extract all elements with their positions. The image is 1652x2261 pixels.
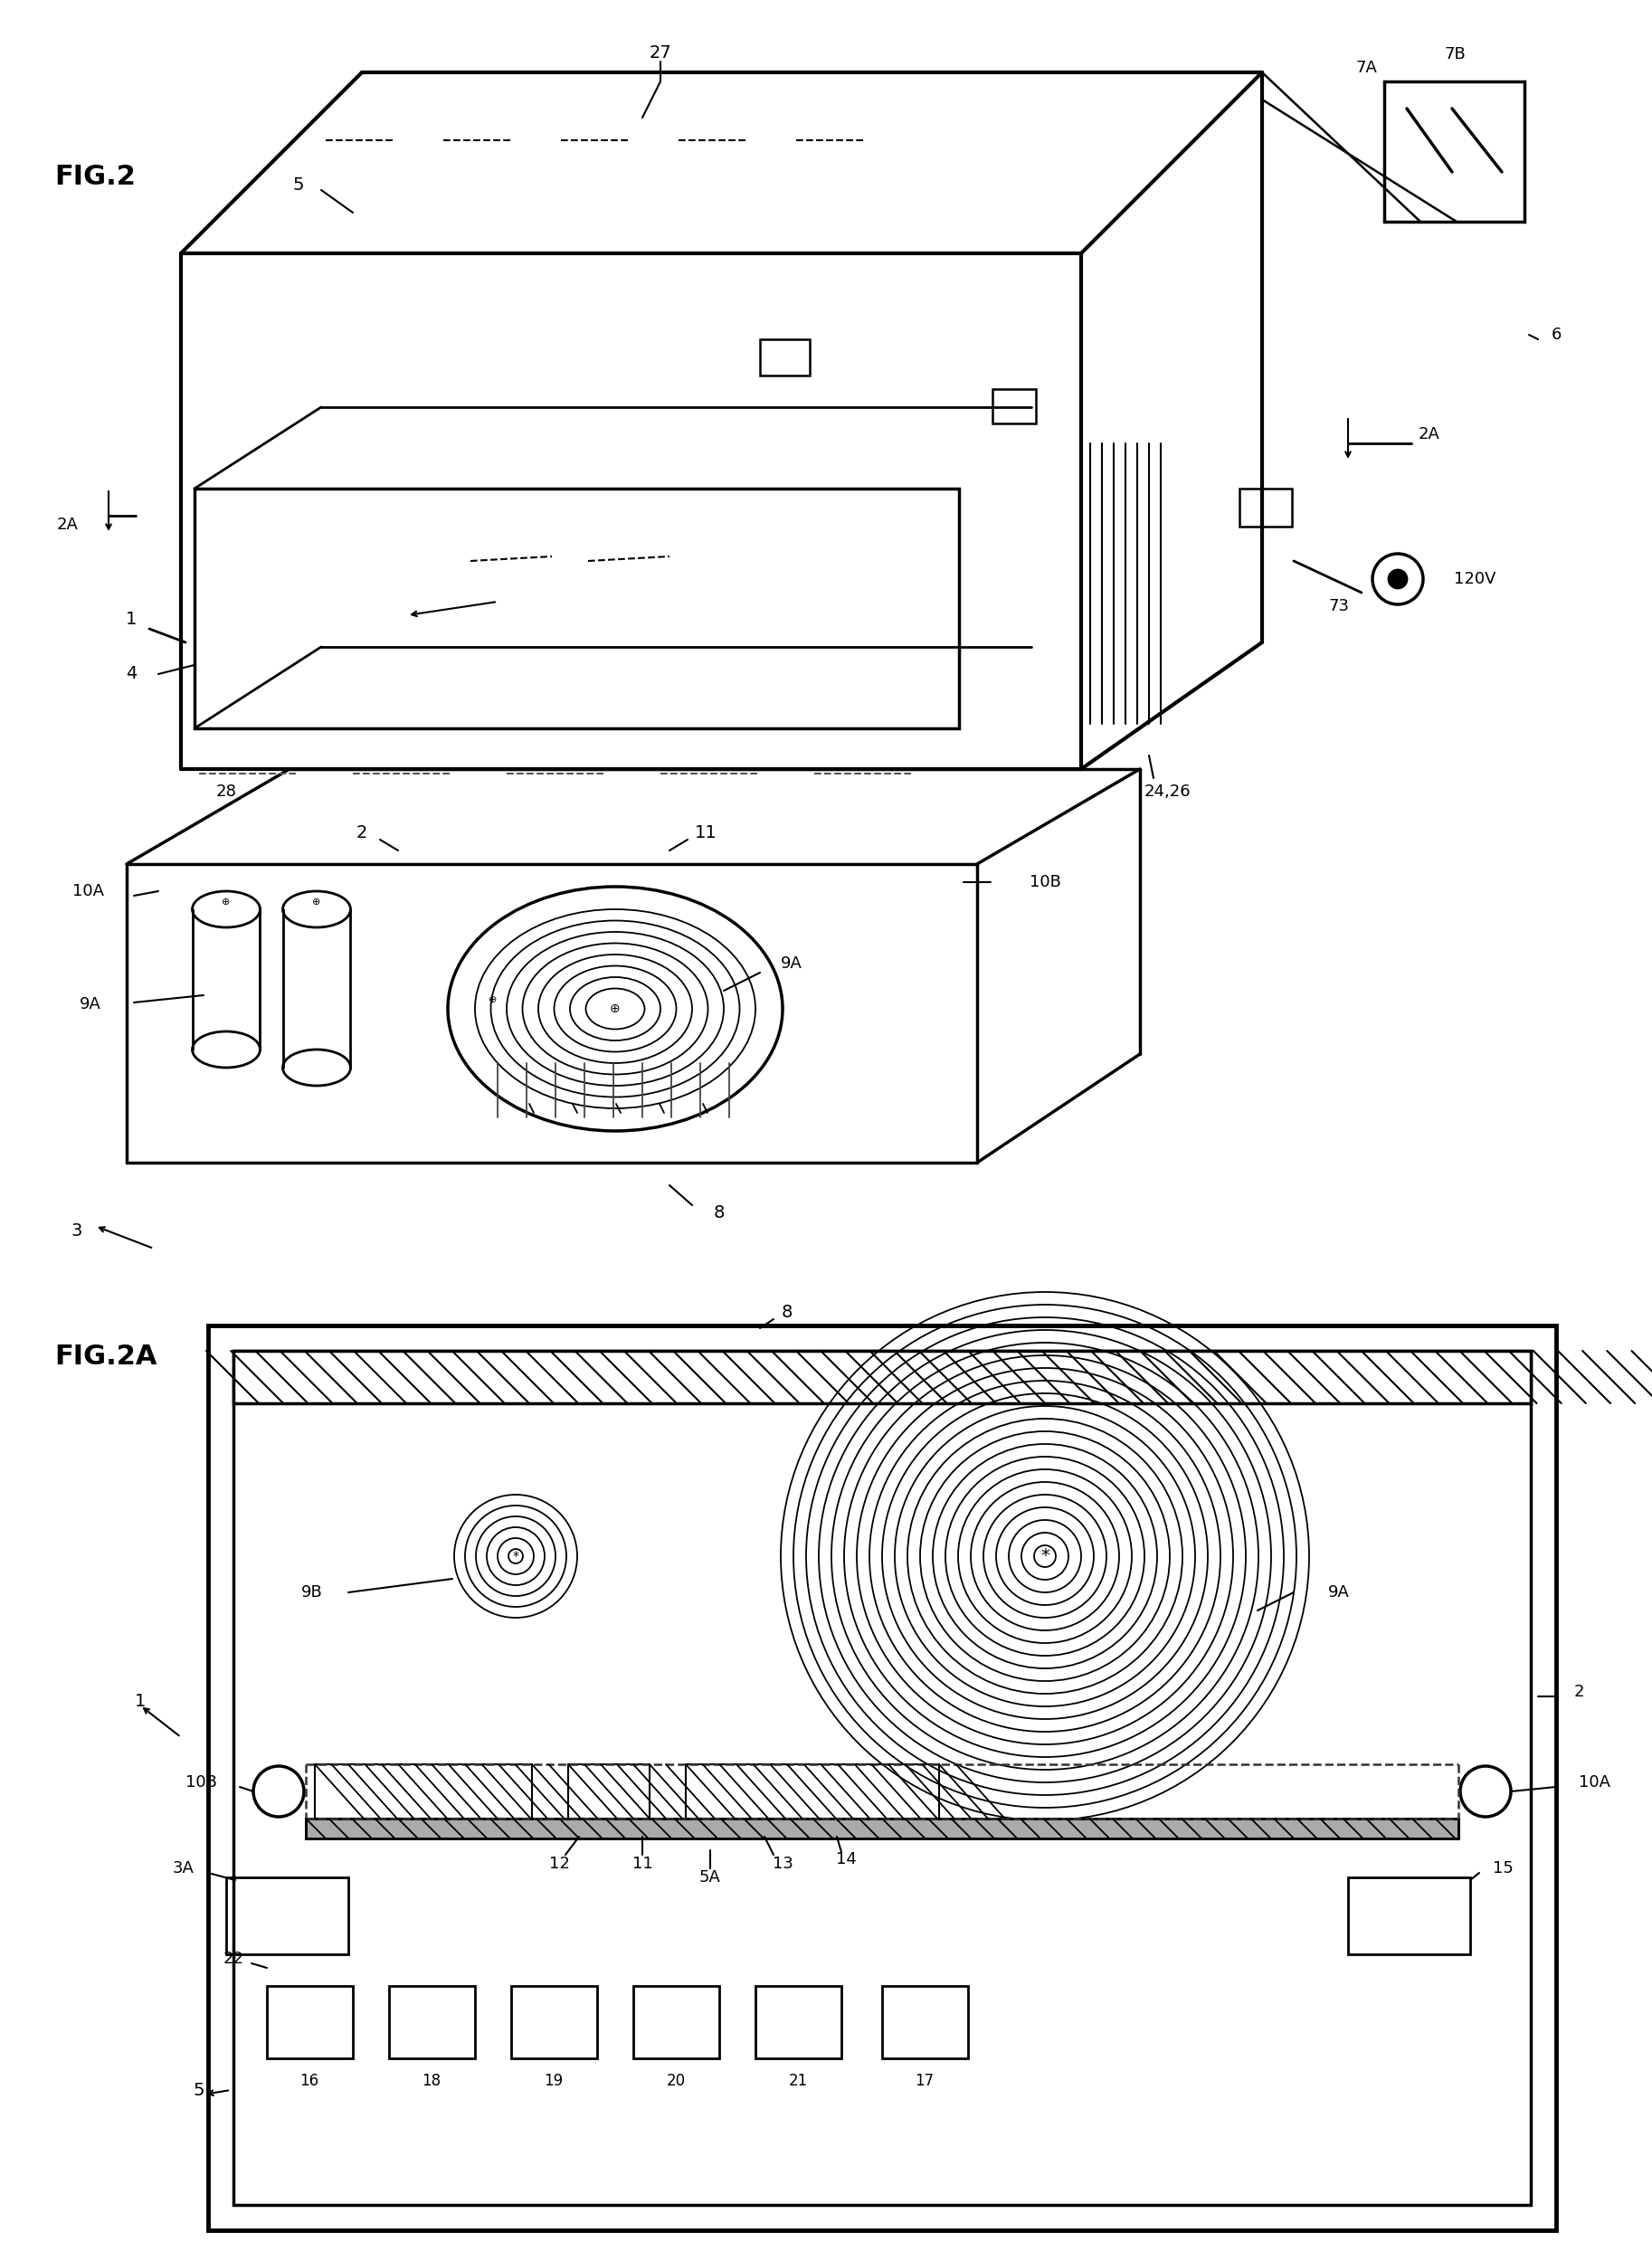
Text: 14: 14 <box>836 1852 856 1868</box>
Bar <box>633 1985 719 2058</box>
Text: 16: 16 <box>301 2073 319 2089</box>
Bar <box>388 1985 476 2058</box>
Bar <box>268 1985 354 2058</box>
Text: 11: 11 <box>694 823 717 841</box>
Text: 15: 15 <box>1493 1861 1513 1877</box>
Text: 17: 17 <box>915 2073 933 2089</box>
Text: 2A: 2A <box>1419 425 1441 443</box>
Text: 1: 1 <box>126 610 137 629</box>
Text: 20: 20 <box>666 2073 686 2089</box>
Text: 13: 13 <box>771 1856 793 1872</box>
Text: 73: 73 <box>1328 599 1350 615</box>
Text: 10B: 10B <box>1029 875 1061 891</box>
Bar <box>755 1985 841 2058</box>
Bar <box>882 1985 968 2058</box>
Text: 3A: 3A <box>173 1861 195 1877</box>
Text: 12: 12 <box>548 1856 570 1872</box>
Bar <box>233 1350 1531 1404</box>
Text: 2: 2 <box>1573 1684 1584 1700</box>
Text: ⊕: ⊕ <box>221 898 230 907</box>
Text: 4: 4 <box>126 665 137 683</box>
Text: ⊕: ⊕ <box>312 898 320 907</box>
Bar <box>306 1818 1459 1838</box>
Bar <box>306 1818 1459 1838</box>
Text: 2: 2 <box>357 823 367 841</box>
Bar <box>510 1985 596 2058</box>
Bar <box>208 1325 1556 2229</box>
Text: *: * <box>512 1549 519 1562</box>
Bar <box>316 1764 532 1818</box>
Bar <box>1239 488 1292 527</box>
Text: 21: 21 <box>788 2073 808 2089</box>
Text: 9A: 9A <box>781 956 803 972</box>
Text: 1: 1 <box>134 1691 145 1709</box>
Bar <box>233 1350 1531 1404</box>
Text: 9A: 9A <box>1328 1585 1350 1601</box>
Text: 8: 8 <box>714 1203 725 1221</box>
Text: 22: 22 <box>223 1951 244 1967</box>
Text: 8: 8 <box>781 1302 793 1320</box>
Circle shape <box>1389 570 1408 588</box>
Bar <box>568 1764 649 1818</box>
Text: 7A: 7A <box>1355 59 1376 77</box>
Text: 28: 28 <box>216 785 236 800</box>
Bar <box>306 1818 1459 1838</box>
Text: 5: 5 <box>292 176 304 194</box>
Text: ⊕: ⊕ <box>610 1002 621 1015</box>
Bar <box>195 488 960 728</box>
Bar <box>1348 1877 1470 1954</box>
Text: 120V: 120V <box>1454 572 1495 588</box>
Text: 7B: 7B <box>1444 45 1465 63</box>
Text: 27: 27 <box>649 43 672 61</box>
Text: FIG.2: FIG.2 <box>55 163 135 190</box>
Text: 2A: 2A <box>58 516 79 534</box>
Text: 5A: 5A <box>699 1870 720 1886</box>
Text: 11: 11 <box>633 1856 653 1872</box>
Text: FIG.2A: FIG.2A <box>55 1343 157 1370</box>
Text: 5: 5 <box>193 2082 205 2098</box>
Text: 9B: 9B <box>301 1585 322 1601</box>
Text: 24,26: 24,26 <box>1143 785 1191 800</box>
Bar <box>226 1877 349 1954</box>
Text: 10A: 10A <box>1579 1775 1611 1791</box>
Text: 10B: 10B <box>185 1775 216 1791</box>
Bar <box>1384 81 1525 222</box>
Text: 9A: 9A <box>79 997 101 1013</box>
Text: 19: 19 <box>544 2073 563 2089</box>
Bar <box>686 1764 938 1818</box>
Bar <box>233 1350 1531 2204</box>
Text: 18: 18 <box>421 2073 441 2089</box>
Text: ⊕: ⊕ <box>489 995 497 1004</box>
Text: 10A: 10A <box>73 884 104 900</box>
Text: *: * <box>1041 1547 1049 1565</box>
Text: 6: 6 <box>1551 326 1561 344</box>
Bar <box>760 339 809 375</box>
Bar <box>993 389 1036 423</box>
Text: 3: 3 <box>71 1221 83 1239</box>
